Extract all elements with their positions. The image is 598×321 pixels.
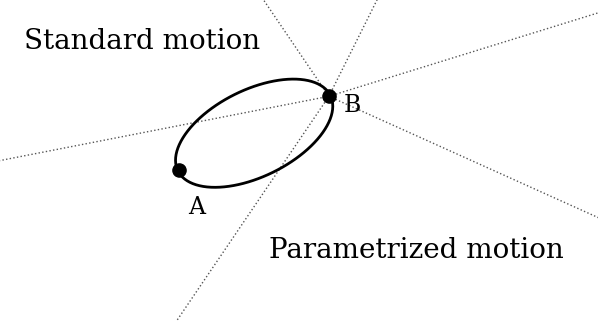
Point [175, 168, 184, 173]
Point [324, 94, 334, 99]
Text: Parametrized motion: Parametrized motion [269, 237, 564, 264]
Text: Standard motion: Standard motion [24, 28, 260, 55]
Text: B: B [344, 94, 361, 117]
Text: A: A [188, 196, 205, 219]
